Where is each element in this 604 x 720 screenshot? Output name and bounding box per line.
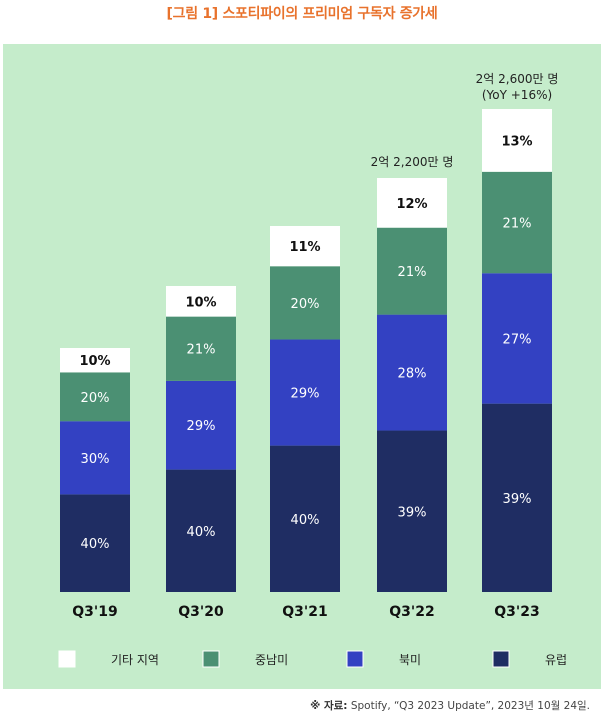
bar-total-label: 2억 2,600만 명 [476, 72, 559, 86]
data-label: 12% [396, 197, 427, 212]
data-label: 40% [291, 513, 320, 528]
bar-segment-북미-Q3'21 [270, 339, 340, 446]
x-tick-label: Q3'21 [282, 604, 327, 620]
stacked-bar-chart: 40% 30% 20% 10% Q3'19 40% 29% 21% 10% Q3'20 40% 29%… [58, 72, 567, 668]
bar-segment-유럽-Q3'22 [377, 430, 447, 592]
data-label: 29% [187, 419, 216, 434]
bar-segment-중남미-Q3'22 [377, 227, 447, 315]
bar-segment-유럽-Q3'19 [60, 494, 130, 592]
legend-swatch-유럽 [492, 650, 510, 668]
data-label: 28% [398, 367, 427, 382]
bar-segment-중남미-Q3'21 [270, 266, 340, 340]
data-label: 11% [289, 240, 320, 255]
data-label: 27% [503, 332, 532, 347]
x-tick-label: Q3'19 [72, 604, 117, 620]
bar-note-label: (YoY +16%) [482, 88, 552, 102]
bar-segment-북미-Q3'22 [377, 314, 447, 431]
legend-label: 유럽 [545, 653, 567, 667]
bar-total-label: 2억 2,200만 명 [371, 155, 454, 169]
legend-swatch-중남미 [202, 650, 220, 668]
bar-segment-기타 지역-Q3'21 [270, 226, 340, 267]
data-label: 39% [398, 505, 427, 520]
bar-segment-기타 지역-Q3'19 [60, 348, 130, 373]
x-tick-label: Q3'23 [494, 604, 539, 620]
chart-title: [그림 1] 스포티파이의 프리미엄 구독자 증가세 [166, 6, 438, 22]
bar-segment-중남미-Q3'20 [166, 316, 236, 381]
source-note: ※ 자료: Spotify, “Q3 2023 Update”, 2023년 1… [310, 698, 590, 713]
data-label: 21% [398, 265, 427, 280]
data-label: 39% [503, 492, 532, 507]
legend-swatch-기타 지역 [58, 650, 76, 668]
bar-segment-중남미-Q3'23 [482, 171, 552, 274]
bar-segment-중남미-Q3'19 [60, 372, 130, 422]
bar-segment-기타 지역-Q3'22 [377, 178, 447, 228]
bar-segment-북미-Q3'19 [60, 421, 130, 495]
data-label: 10% [79, 354, 110, 369]
x-tick-label: Q3'20 [178, 604, 224, 620]
bar-segment-기타 지역-Q3'20 [166, 286, 236, 317]
legend-swatch-북미 [346, 650, 364, 668]
x-tick-label: Q3'22 [389, 604, 434, 620]
bar-segment-유럽-Q3'21 [270, 445, 340, 592]
data-label: 21% [503, 217, 532, 232]
bar-segment-북미-Q3'20 [166, 380, 236, 470]
data-label: 30% [81, 452, 110, 467]
data-label: 13% [501, 134, 532, 149]
source-mark: ※ 자료: [310, 700, 348, 712]
data-label: 21% [187, 343, 216, 358]
data-label: 40% [187, 525, 216, 540]
data-label: 20% [291, 297, 320, 312]
bar-segment-북미-Q3'23 [482, 273, 552, 404]
bar-segment-유럽-Q3'23 [482, 403, 552, 592]
source-text: Spotify, “Q3 2023 Update”, 2023년 10월 24일… [347, 700, 590, 712]
bar-segment-기타 지역-Q3'23 [482, 109, 552, 172]
chart-panel: 40% 30% 20% 10% Q3'19 40% 29% 21% 10% Q3'20 40% 29%… [3, 44, 601, 689]
legend-label: 북미 [399, 653, 421, 667]
legend-label: 기타 지역 [111, 653, 159, 667]
bar-segment-유럽-Q3'20 [166, 469, 236, 592]
legend-label: 중남미 [255, 653, 288, 667]
data-label: 40% [81, 537, 110, 552]
data-label: 10% [185, 295, 216, 310]
data-label: 20% [81, 391, 110, 406]
data-label: 29% [291, 387, 320, 402]
